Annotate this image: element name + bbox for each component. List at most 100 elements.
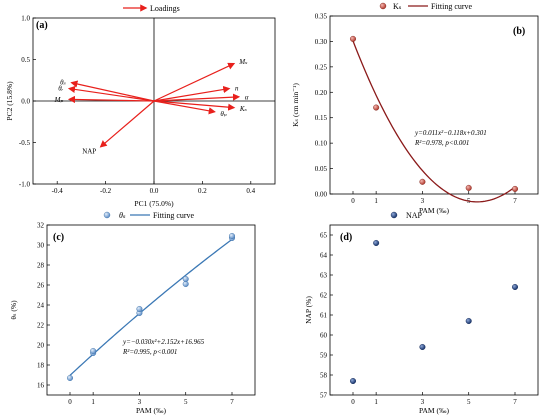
panel-a-loading-label: θᵣ bbox=[58, 85, 63, 93]
panel-d-y-tick-label: 61 bbox=[320, 312, 328, 320]
panel-a-x-tick-label: -0.2 bbox=[100, 187, 112, 195]
panel-b-fitting-curve bbox=[352, 40, 516, 203]
panel-c-x-tick-label: 0 bbox=[68, 398, 72, 406]
panel-a-x-tick-label: 0.4 bbox=[246, 187, 255, 195]
panel-a-y-tick-label: 1.0 bbox=[21, 15, 30, 23]
panel-d-y-tick-label: 65 bbox=[320, 232, 328, 240]
panel-c-x-tick-label: 7 bbox=[230, 398, 234, 406]
panel-c-letter: (c) bbox=[53, 232, 64, 243]
panel-b-legend-fit: Fitting curve bbox=[431, 2, 473, 11]
panel-a-x-label: PC1 (75.0%) bbox=[134, 199, 174, 208]
panel-b-x-tick-label: 3 bbox=[421, 197, 425, 205]
panel-b-data-point bbox=[419, 178, 426, 185]
panel-b-r2: R²=0.978, p<0.001 bbox=[414, 139, 469, 147]
panel-a-loading-label: θₚ bbox=[220, 110, 226, 118]
panel-c-fitting-curve bbox=[69, 238, 233, 376]
panel-a-loading-label: Mₚ bbox=[54, 96, 64, 104]
panel-b-y-tick-label: 0.30 bbox=[315, 38, 328, 46]
panel-a-loading-label: n bbox=[235, 85, 239, 93]
panel-a-loading-label: α bbox=[245, 94, 249, 102]
panel-a-loading-arrow bbox=[153, 93, 241, 102]
panel-d-plot-frame bbox=[329, 224, 539, 396]
panel-b-x-label: PAM (‰) bbox=[419, 206, 449, 215]
panel-b-y-tick-label: 0.35 bbox=[315, 13, 328, 21]
panel-b-y-tick-label: 0.20 bbox=[315, 89, 328, 97]
panel-a-y-tick-label: -0.5 bbox=[19, 139, 31, 147]
panel-d-y-tick-label: 60 bbox=[320, 332, 328, 340]
panel-a-loading-label: Kₛ bbox=[239, 105, 248, 113]
panel-a-loading-arrow bbox=[67, 85, 155, 102]
panel-b-letter: (b) bbox=[513, 26, 525, 37]
panel-c-data-point bbox=[182, 276, 189, 283]
panel-c-data-point bbox=[136, 306, 143, 313]
panel-b-data-point bbox=[373, 104, 380, 111]
panel-c-x-label: PAM (‰) bbox=[136, 406, 166, 415]
panel-d-data-point bbox=[512, 284, 519, 291]
panel-c-x-tick-label: 1 bbox=[91, 398, 95, 406]
panel-c-data-point bbox=[66, 375, 73, 382]
panel-d-x-tick-label: 0 bbox=[351, 398, 355, 406]
panel-b-y-tick-label: 0.15 bbox=[315, 114, 328, 122]
panel-c-legend-marker bbox=[103, 211, 111, 219]
panel-a-letter: (a) bbox=[36, 20, 48, 31]
panel-b-y-tick-label: 0.25 bbox=[315, 63, 328, 71]
panel-b-legend-ks: Kₛ bbox=[393, 2, 402, 11]
panel-c-data-point bbox=[228, 232, 235, 239]
panel-a-loading-arrow bbox=[153, 100, 236, 111]
panel-d-y-tick-label: 64 bbox=[320, 252, 328, 260]
panel-d-y-tick-label: 62 bbox=[320, 292, 328, 300]
panel-c-legend-fit: Fitting curve bbox=[153, 211, 195, 220]
panel-c-y-tick-label: 24 bbox=[37, 302, 45, 310]
panel-b-x-tick-label: 1 bbox=[374, 197, 378, 205]
panel-d-data-point bbox=[373, 239, 380, 246]
panel-c-axes: 0 1 3 5 7 16 18 20 22 24 26 28 30 32 bbox=[37, 222, 234, 407]
panel-c-plot-frame bbox=[46, 224, 256, 396]
panel-a-y-tick-label: 0.5 bbox=[21, 56, 30, 64]
panel-d-legend-marker bbox=[390, 211, 398, 219]
panel-d-x-label: PAM (‰) bbox=[419, 406, 449, 415]
panel-d-y-label: NAP (%) bbox=[304, 296, 313, 324]
panel-a-loading-arrow bbox=[153, 85, 231, 102]
panel-d-y-tick-label: 58 bbox=[320, 372, 328, 380]
panel-a-pca-biplot: Loadings (a) -0.4 -0.2 0.0 0.2 0.4 -1.0 -0.5 0.… bbox=[5, 4, 276, 208]
panel-c-y-tick-label: 16 bbox=[37, 382, 45, 390]
panel-c-theta-chart: θₛ Fitting curve (c) 0 1 3 5 7 16 18 20 22 24 26 28… bbox=[9, 211, 256, 415]
panel-c-y-tick-label: 18 bbox=[37, 362, 45, 370]
panel-b-data-point bbox=[465, 184, 472, 191]
panel-d-plot-area bbox=[350, 239, 519, 385]
panel-d-data-point bbox=[350, 378, 357, 385]
panel-b-x-tick-label: 0 bbox=[351, 197, 355, 205]
panel-b-x-tick-label: 7 bbox=[513, 197, 517, 205]
panel-a-loading-arrow bbox=[153, 62, 236, 102]
panel-d-legend-nap: NAP bbox=[406, 211, 423, 220]
panel-a-y-label: PC2 (15.8%) bbox=[5, 81, 14, 121]
panel-b-equation: y=0.011x²−0.118x+0.301 bbox=[414, 129, 487, 137]
panel-d-x-tick-label: 7 bbox=[513, 398, 517, 406]
panel-b-y-label: Kₛ (cm min⁻¹) bbox=[291, 83, 300, 127]
panel-a-loading-label: θₛ bbox=[60, 78, 66, 86]
panel-d-x-tick-label: 1 bbox=[374, 398, 378, 406]
panel-a-x-tick-label: -0.4 bbox=[52, 187, 64, 195]
panel-c-legend-theta: θₛ bbox=[119, 211, 126, 220]
panel-a-loading-arrow bbox=[153, 100, 216, 115]
panel-d-x-tick-label: 5 bbox=[467, 398, 471, 406]
panel-b-y-tick-label: 0.00 bbox=[315, 191, 328, 199]
panel-c-y-tick-label: 22 bbox=[37, 322, 45, 330]
panel-c-y-tick-label: 28 bbox=[37, 262, 45, 270]
panel-c-equation: y=−0.030x²+2.152x+16.965 bbox=[122, 338, 205, 346]
panel-c-data-point bbox=[90, 348, 97, 355]
panel-c-y-tick-label: 26 bbox=[37, 282, 45, 290]
panel-d-y-tick-label: 59 bbox=[320, 352, 328, 360]
panel-b-y-tick-label: 0.10 bbox=[315, 140, 328, 148]
panel-c-y-tick-label: 20 bbox=[37, 342, 45, 350]
panel-c-x-tick-label: 3 bbox=[138, 398, 142, 406]
panel-b-plot-frame bbox=[329, 15, 539, 195]
panel-b-ks-chart: Kₛ Fitting curve (b) 0 1 3 5 70.000.050.100.… bbox=[291, 2, 539, 215]
panel-a-legend-label: Loadings bbox=[150, 4, 180, 13]
panel-c-y-tick-label: 30 bbox=[37, 242, 45, 250]
panel-b-data-point bbox=[350, 35, 357, 42]
